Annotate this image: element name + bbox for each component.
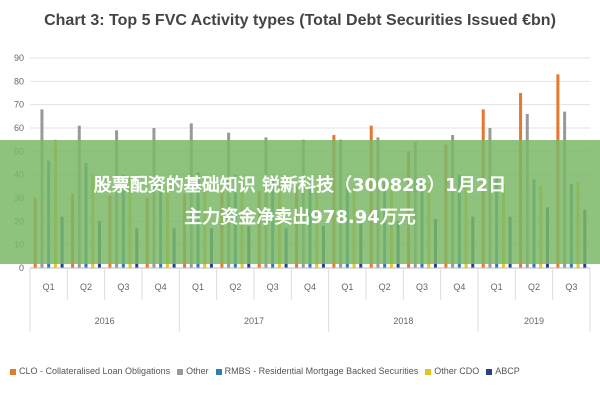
x-tick-label: Q3: [267, 282, 279, 292]
x-tick-label: Q3: [565, 282, 577, 292]
x-tick-label: Q2: [379, 282, 391, 292]
year-label: 2016: [95, 316, 115, 326]
x-tick-label: Q2: [229, 282, 241, 292]
x-tick-label: Q1: [491, 282, 503, 292]
y-tick-label: 0: [19, 263, 24, 273]
banner-line-1: 股票配资的基础知识 锐新科技（300828）1月2日: [93, 175, 507, 196]
legend-swatch: [10, 368, 16, 375]
year-label: 2018: [393, 316, 413, 326]
y-tick-label: 90: [14, 53, 24, 63]
legend-label: ABCP: [495, 366, 520, 376]
x-tick-label: Q4: [155, 282, 167, 292]
x-tick-label: Q4: [304, 282, 316, 292]
legend-label: RMBS - Residential Mortgage Backed Secur…: [224, 366, 419, 376]
banner-line-2: 主力资金净卖出978.94万元: [184, 207, 416, 228]
x-tick-label: Q1: [192, 282, 204, 292]
year-label: 2019: [524, 316, 544, 326]
chart-title: Chart 3: Top 5 FVC Activity types (Total…: [44, 12, 556, 29]
x-tick-label: Q1: [43, 282, 55, 292]
legend-item: CLO - Collateralised Loan Obligations: [10, 366, 170, 376]
y-tick-label: 80: [14, 76, 24, 86]
legend-swatch: [177, 368, 184, 375]
x-tick-label: Q4: [453, 282, 465, 292]
y-tick-label: 70: [14, 100, 24, 110]
legend-label: Other: [186, 366, 209, 376]
legend-swatch: [425, 368, 432, 375]
legend-item: RMBS - Residential Mortgage Backed Secur…: [215, 366, 419, 376]
x-tick-label: Q2: [80, 282, 92, 292]
legend-item: ABCP: [486, 366, 520, 376]
x-tick-label: Q2: [528, 282, 540, 292]
year-label: 2017: [244, 316, 264, 326]
legend-swatch: [215, 368, 222, 375]
legend-label: Other CDO: [434, 366, 480, 376]
legend-label: CLO - Collateralised Loan Obligations: [19, 366, 171, 376]
legend-swatch: [486, 368, 493, 375]
y-tick-label: 60: [14, 123, 24, 133]
overlay-banner: 股票配资的基础知识 锐新科技（300828）1月2日 主力资金净卖出978.94…: [0, 140, 600, 264]
x-tick-label: Q1: [341, 282, 353, 292]
x-tick-label: Q3: [416, 282, 428, 292]
x-tick-label: Q3: [117, 282, 129, 292]
legend-item: Other CDO: [425, 366, 479, 376]
legend-item: Other: [177, 366, 209, 376]
chart-legend: CLO - Collateralised Loan Obligations Oth…: [10, 366, 600, 376]
